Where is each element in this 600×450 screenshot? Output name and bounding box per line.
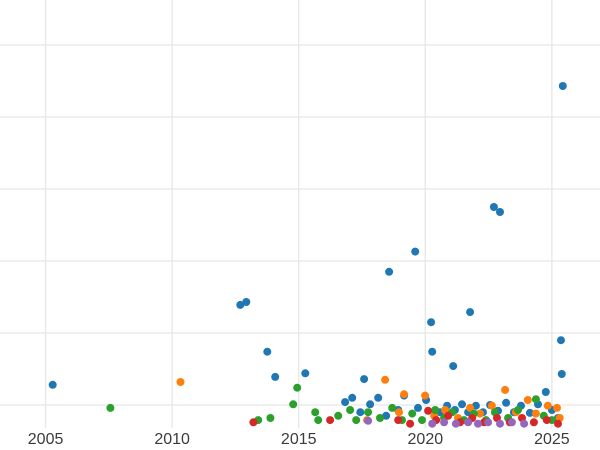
x-axis-tick-label: 2010 xyxy=(154,431,190,448)
data-point-series-green xyxy=(106,403,115,412)
data-point-series-blue xyxy=(236,300,245,309)
data-point-series-green xyxy=(531,395,540,404)
data-point-series-orange xyxy=(176,378,185,386)
data-point-series-blue xyxy=(348,393,357,402)
data-point-series-blue xyxy=(356,408,365,417)
data-point-series-green xyxy=(314,416,323,425)
data-point-series-blue xyxy=(360,375,369,384)
data-point-series-blue xyxy=(449,362,458,371)
data-point-series-blue xyxy=(557,336,565,345)
data-point-series-orange xyxy=(421,391,430,400)
data-point-series-green xyxy=(266,414,275,422)
data-point-series-blue xyxy=(263,347,272,356)
data-point-series-blue xyxy=(411,247,420,256)
data-point-series-blue xyxy=(557,370,566,378)
data-point-series-red xyxy=(249,418,258,427)
data-point-series-purple xyxy=(484,418,493,427)
data-point-series-blue xyxy=(374,393,383,402)
data-point-series-purple xyxy=(428,419,437,428)
data-point-series-red xyxy=(444,411,453,420)
data-point-series-green xyxy=(352,416,361,425)
data-point-series-green xyxy=(408,409,417,418)
data-point-series-purple xyxy=(451,419,460,428)
data-point-series-green xyxy=(346,406,355,414)
data-point-series-blue xyxy=(502,398,511,407)
data-point-series-blue xyxy=(489,203,498,211)
data-point-series-red xyxy=(394,416,403,425)
data-point-series-purple xyxy=(464,418,473,427)
data-point-series-green xyxy=(311,408,320,417)
data-point-series-orange xyxy=(543,401,552,410)
data-point-series-blue xyxy=(366,400,375,409)
data-point-series-green xyxy=(418,416,426,425)
x-axis-tick-labels-group: 2005 2010 2015 2020 2025 xyxy=(28,431,570,448)
data-point-series-blue xyxy=(341,398,350,407)
data-point-series-red xyxy=(529,418,538,427)
data-point-series-purple xyxy=(474,419,482,428)
data-point-series-purple xyxy=(364,416,373,425)
data-point-series-orange xyxy=(523,396,532,404)
data-point-series-purple xyxy=(496,419,504,428)
data-point-series-purple xyxy=(520,419,529,428)
data-point-series-blue xyxy=(458,400,466,409)
data-point-series-blue xyxy=(301,369,310,378)
data-point-series-red xyxy=(326,416,335,425)
data-point-series-orange xyxy=(395,408,403,417)
data-point-series-blue xyxy=(427,318,436,327)
data-point-series-purple xyxy=(507,418,516,427)
gridlines-group xyxy=(0,0,600,428)
data-point-series-blue xyxy=(385,267,394,276)
data-point-series-green xyxy=(388,403,397,412)
data-point-series-orange xyxy=(501,385,510,394)
data-point-series-green xyxy=(376,414,384,422)
data-point-series-orange xyxy=(400,390,409,399)
data-point-series-green xyxy=(431,406,440,414)
x-axis-tick-label: 2025 xyxy=(534,431,570,448)
data-point-series-orange xyxy=(466,403,475,412)
data-point-series-red xyxy=(554,419,562,428)
data-point-series-blue xyxy=(428,347,437,356)
data-point-series-blue xyxy=(496,208,504,216)
data-point-series-blue xyxy=(466,308,475,317)
data-point-series-blue xyxy=(382,411,391,420)
data-point-series-green xyxy=(289,400,298,409)
data-point-series-green xyxy=(514,406,522,414)
data-point-series-green xyxy=(334,411,343,420)
data-point-series-red xyxy=(424,406,433,415)
points-group xyxy=(48,82,567,428)
data-point-series-orange xyxy=(487,401,496,410)
data-point-series-blue xyxy=(558,82,567,90)
data-point-series-purple xyxy=(440,418,449,427)
data-point-series-green xyxy=(364,408,373,417)
data-point-series-blue xyxy=(541,388,550,396)
data-point-series-blue xyxy=(48,380,57,389)
data-point-series-blue xyxy=(525,408,534,417)
data-point-series-red xyxy=(542,416,551,425)
data-point-series-orange xyxy=(476,409,484,418)
data-point-series-orange xyxy=(553,403,561,412)
data-point-series-orange xyxy=(381,375,390,384)
data-point-series-orange xyxy=(531,409,540,418)
data-point-series-green xyxy=(293,383,302,392)
data-point-series-blue xyxy=(414,403,422,412)
x-axis-tick-label: 2005 xyxy=(28,431,64,448)
x-axis-tick-label: 2020 xyxy=(408,431,444,448)
x-axis-tick-label: 2015 xyxy=(281,431,317,448)
data-point-series-blue xyxy=(271,372,280,381)
data-point-series-red xyxy=(406,419,415,428)
data-point-series-blue xyxy=(242,298,251,306)
